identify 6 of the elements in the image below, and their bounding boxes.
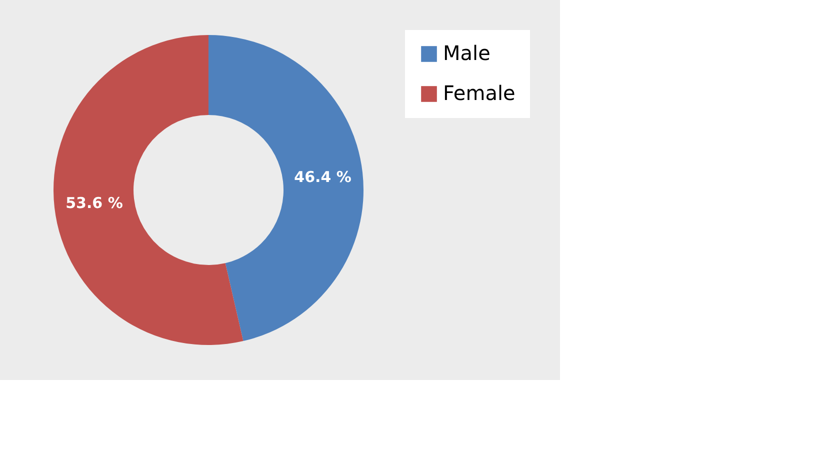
legend-label: Male [443, 41, 490, 65]
legend-label: Female [443, 81, 516, 105]
data-label: 53.6 % [66, 194, 123, 212]
donut-slice [208, 35, 364, 342]
data-label: 46.4 % [294, 168, 352, 186]
donut-slice [54, 35, 244, 345]
